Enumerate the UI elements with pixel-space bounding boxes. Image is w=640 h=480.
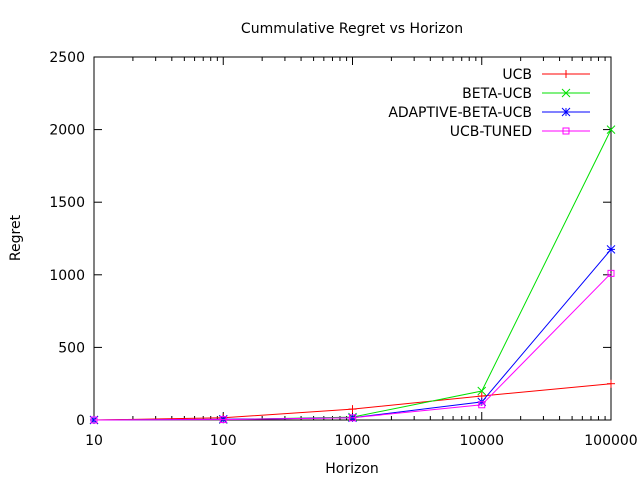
data-point [348,405,357,414]
legend-label: BETA-UCB [462,86,532,102]
series-layer [89,125,616,425]
y-tick-label: 0 [76,413,85,429]
data-point [477,386,487,396]
legend-label: ADAPTIVE-BETA-UCB [388,105,532,121]
legend-marker [562,70,570,78]
series-line-3 [93,272,612,421]
y-tick-label: 2500 [49,50,85,66]
data-point [349,414,356,422]
data-point [607,269,615,277]
y-tick-label: 1000 [49,268,85,284]
legend: UCB BETA-UCB ADAPTIVE-BETA-UCB UCB-TUNED [388,67,590,140]
x-tick-label: 100 [210,433,237,449]
series-line-2 [93,249,612,421]
x-axis: 10 100 1000 10000 100000 [85,57,638,449]
data-point [90,416,98,424]
series-line-1 [93,129,612,421]
x-tick-label: 1000 [335,433,371,449]
y-axis: 0 500 1000 1500 2000 2500 [49,50,611,429]
data-point [607,379,615,388]
y-axis-label: Regret [8,214,24,261]
legend-marker [562,127,570,135]
data-point [606,125,616,134]
legend-label: UCB [502,67,532,83]
y-tick-label: 1500 [49,195,85,211]
legend-label: UCB-TUNED [450,124,532,140]
legend-marker [561,107,571,117]
x-tick-label: 10000 [459,433,504,449]
plot-frame [93,56,612,421]
data-point [219,416,227,424]
data-point [606,245,616,254]
chart-title: Cummulative Regret vs Horizon [241,21,463,37]
x-axis-label: Horizon [325,461,379,477]
x-tick-label: 10 [85,433,103,449]
data-point [478,401,486,409]
x-tick-label: 100000 [584,433,637,449]
legend-marker [561,88,571,98]
y-tick-label: 500 [58,340,85,356]
y-tick-label: 2000 [49,123,85,139]
